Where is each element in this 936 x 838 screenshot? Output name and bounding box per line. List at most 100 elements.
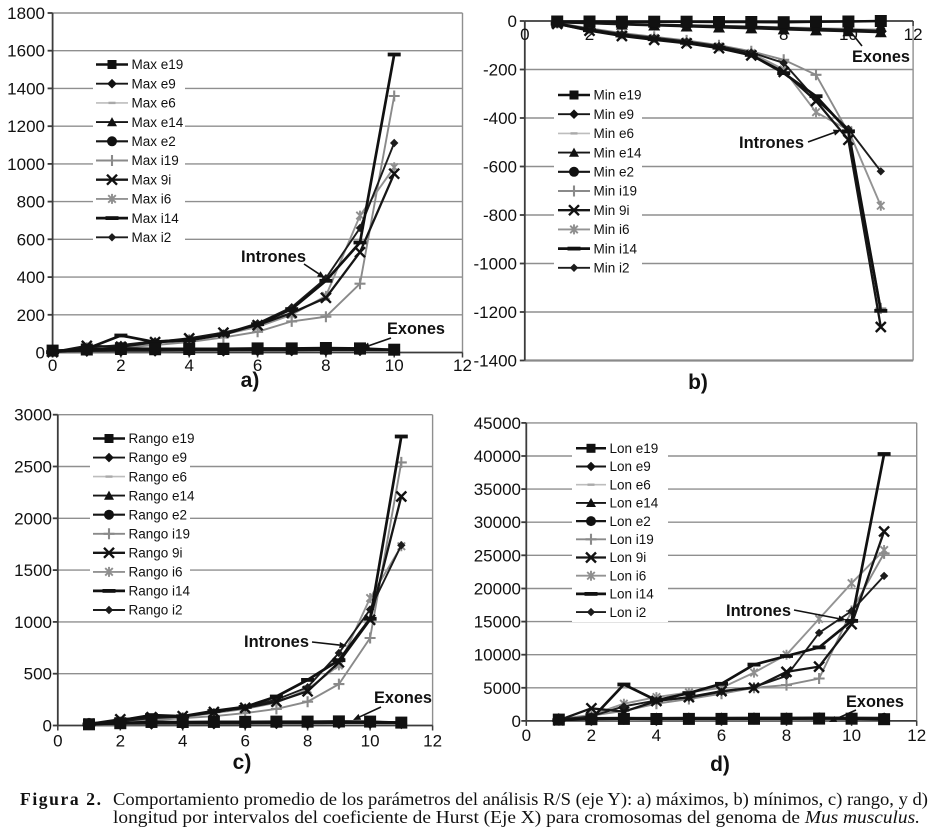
svg-text:0: 0 — [512, 712, 521, 731]
svg-text:Lon i6: Lon i6 — [610, 568, 647, 583]
svg-text:Comportamiento promedio de los: Comportamiento promedio de los parámetro… — [113, 789, 928, 809]
svg-text:6: 6 — [240, 732, 249, 751]
svg-text:Intrones: Intrones — [244, 632, 309, 651]
svg-text:Rango e9: Rango e9 — [129, 450, 188, 465]
svg-text:400: 400 — [17, 268, 45, 287]
svg-text:35000: 35000 — [474, 480, 521, 499]
svg-text:2: 2 — [587, 726, 596, 745]
svg-text:-600: -600 — [483, 158, 517, 177]
svg-text:c): c) — [233, 751, 252, 774]
svg-text:0: 0 — [53, 732, 62, 751]
svg-text:8: 8 — [321, 356, 330, 375]
svg-text:Max e2: Max e2 — [132, 134, 176, 149]
svg-text:Lon e19: Lon e19 — [610, 441, 659, 456]
svg-text:Max e6: Max e6 — [132, 96, 176, 111]
svg-text:Min e2: Min e2 — [594, 165, 635, 180]
svg-text:1200: 1200 — [7, 117, 45, 136]
svg-text:10: 10 — [361, 732, 380, 751]
svg-text:d): d) — [710, 753, 730, 776]
svg-text:Rango i19: Rango i19 — [129, 527, 191, 542]
svg-text:6: 6 — [253, 356, 262, 375]
svg-text:2000: 2000 — [14, 509, 52, 528]
svg-text:Min e9: Min e9 — [594, 107, 635, 122]
svg-text:b): b) — [688, 371, 708, 394]
svg-text:2: 2 — [116, 732, 125, 751]
svg-text:0: 0 — [36, 344, 45, 363]
svg-text:Lon i14: Lon i14 — [610, 587, 655, 602]
svg-text:40000: 40000 — [474, 447, 521, 466]
svg-text:30000: 30000 — [474, 513, 521, 532]
svg-text:8: 8 — [303, 732, 312, 751]
svg-text:200: 200 — [17, 306, 45, 325]
svg-text:Min e19: Min e19 — [594, 88, 642, 103]
svg-text:8: 8 — [779, 25, 788, 44]
svg-text:12: 12 — [904, 25, 923, 44]
svg-text:2: 2 — [116, 356, 125, 375]
svg-text:Min e14: Min e14 — [594, 145, 643, 160]
svg-text:Intrones: Intrones — [726, 601, 791, 620]
svg-text:Rango e19: Rango e19 — [129, 431, 195, 446]
svg-text:-1400: -1400 — [474, 352, 517, 371]
svg-text:-200: -200 — [483, 61, 517, 80]
svg-text:Lon i2: Lon i2 — [610, 605, 647, 620]
svg-text:longitud por intervalos del co: longitud por intervalos del coeficiente … — [113, 807, 920, 827]
svg-text:8: 8 — [782, 726, 791, 745]
svg-text:1600: 1600 — [7, 42, 45, 61]
svg-text:Exones: Exones — [387, 319, 445, 338]
svg-text:4: 4 — [178, 732, 187, 751]
svg-text:Min i6: Min i6 — [594, 222, 630, 237]
svg-text:3000: 3000 — [14, 406, 52, 425]
svg-text:0: 0 — [522, 726, 531, 745]
svg-text:2500: 2500 — [14, 458, 52, 477]
svg-text:1400: 1400 — [7, 79, 45, 98]
svg-text:-400: -400 — [483, 109, 517, 128]
svg-text:Rango i6: Rango i6 — [129, 565, 183, 580]
svg-text:0: 0 — [43, 717, 52, 736]
svg-text:25000: 25000 — [474, 546, 521, 565]
svg-text:Lon e2: Lon e2 — [610, 514, 651, 529]
svg-text:20000: 20000 — [474, 580, 521, 599]
svg-text:2: 2 — [585, 25, 594, 44]
svg-text:Lon e9: Lon e9 — [610, 459, 651, 474]
svg-text:0: 0 — [508, 12, 517, 31]
svg-text:Intrones: Intrones — [241, 247, 306, 266]
svg-text:500: 500 — [24, 665, 52, 684]
svg-text:4: 4 — [652, 726, 661, 745]
svg-text:1000: 1000 — [7, 155, 45, 174]
svg-text:Rango 9i: Rango 9i — [129, 546, 183, 561]
svg-text:5000: 5000 — [483, 679, 521, 698]
svg-text:12: 12 — [453, 356, 472, 375]
svg-text:600: 600 — [17, 230, 45, 249]
svg-text:Min i14: Min i14 — [594, 241, 638, 256]
svg-text:4: 4 — [184, 356, 193, 375]
svg-text:15000: 15000 — [474, 613, 521, 632]
svg-text:Rango e14: Rango e14 — [129, 488, 196, 503]
svg-text:1800: 1800 — [7, 4, 45, 23]
svg-text:0: 0 — [520, 25, 529, 44]
svg-text:Exones: Exones — [846, 692, 904, 711]
svg-text:Lon i19: Lon i19 — [610, 532, 654, 547]
svg-text:Rango i14: Rango i14 — [129, 584, 191, 599]
svg-text:Lon e6: Lon e6 — [610, 477, 651, 492]
svg-text:Rango e2: Rango e2 — [129, 507, 188, 522]
svg-text:Intrones: Intrones — [739, 133, 804, 152]
svg-text:Max 9i: Max 9i — [132, 172, 172, 187]
svg-text:-800: -800 — [483, 206, 517, 225]
svg-text:-1200: -1200 — [474, 303, 517, 322]
svg-text:45000: 45000 — [474, 414, 521, 433]
svg-text:12: 12 — [423, 732, 442, 751]
svg-text:10000: 10000 — [474, 646, 521, 665]
svg-text:Figura 2.: Figura 2. — [20, 789, 101, 809]
svg-text:0: 0 — [48, 356, 57, 375]
svg-text:Min 9i: Min 9i — [594, 203, 630, 218]
svg-text:Max i19: Max i19 — [132, 153, 179, 168]
svg-text:Min i19: Min i19 — [594, 184, 638, 199]
svg-text:Max i6: Max i6 — [132, 192, 172, 207]
svg-text:12: 12 — [907, 726, 926, 745]
svg-text:1500: 1500 — [14, 561, 52, 580]
svg-text:Lon 9i: Lon 9i — [610, 550, 647, 565]
svg-text:a): a) — [241, 369, 260, 392]
svg-text:Min e6: Min e6 — [594, 126, 635, 141]
svg-text:Exones: Exones — [374, 688, 432, 707]
svg-text:10: 10 — [385, 356, 404, 375]
